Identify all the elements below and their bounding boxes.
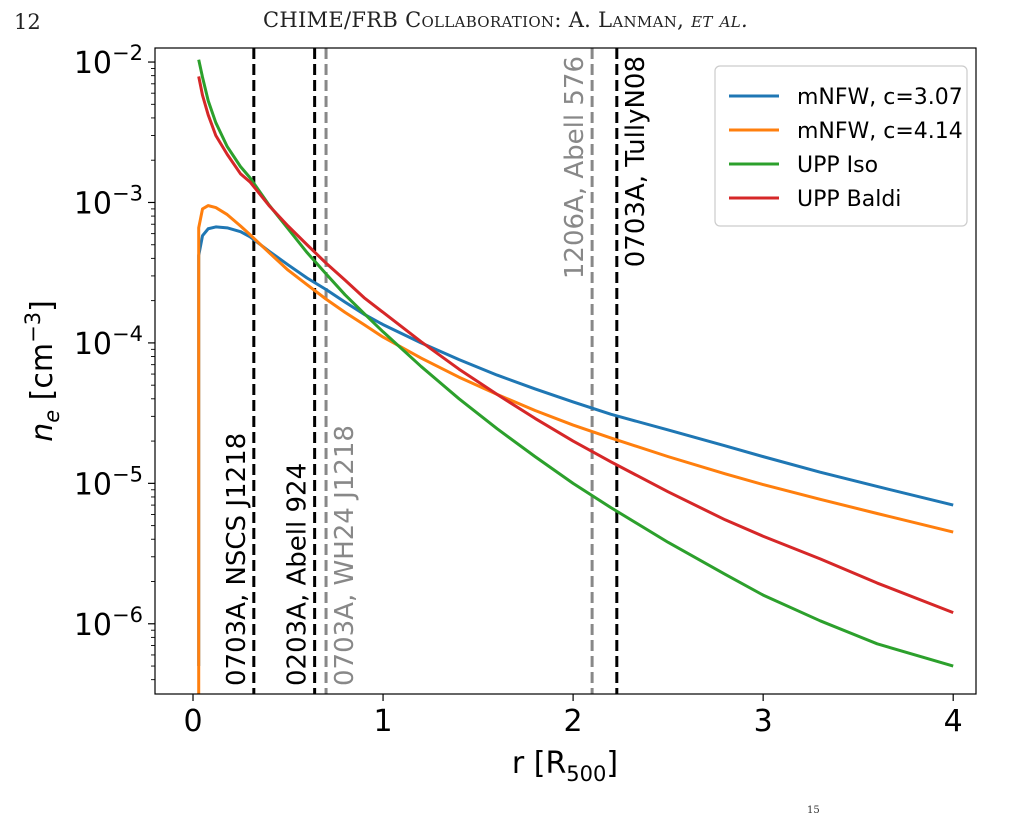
vline-label: 0203A, Abell 924 (283, 463, 313, 686)
y-tick-label: 10−5 (74, 462, 143, 502)
footer-fragment: 15 (807, 805, 820, 816)
x-tick-label: 2 (564, 704, 583, 739)
y-tick-label: 10−2 (74, 41, 143, 81)
y-axis-label: ne [cm−3] (21, 300, 64, 442)
running-head-etal: et al. (691, 8, 748, 32)
series-line (197, 76, 954, 615)
x-tick-label: 4 (944, 704, 963, 739)
series-line (197, 59, 954, 668)
plot-frame (154, 47, 977, 695)
legend-label: mNFW, c=4.14 (797, 119, 963, 144)
y-tick-label: 10−3 (74, 181, 143, 221)
vline-label: 0703A, WH24 J1218 (330, 425, 360, 686)
vline-label: 0703A, NSCS J1218 (222, 433, 252, 686)
legend-label: mNFW, c=3.07 (797, 85, 963, 110)
x-tick-label: 3 (754, 704, 773, 739)
y-tick-label: 10−6 (74, 603, 143, 643)
legend-label: UPP Baldi (797, 187, 901, 212)
x-axis-label-subscript: 500 (566, 762, 606, 786)
legend-label: UPP Iso (797, 153, 878, 178)
series-line (197, 204, 954, 694)
x-tick-label: 1 (374, 704, 393, 739)
vline-label: 0703A, TullyN08 (621, 56, 651, 267)
running-head-authors: CHIME/FRB Collaboration: A. Lanman, (263, 8, 692, 32)
page-number: 12 (14, 10, 41, 34)
vline-label: 1206A, Abell 576 (560, 56, 590, 279)
page-header: 12 CHIME/FRB Collaboration: A. Lanman, e… (0, 0, 1011, 40)
x-tick-label: 0 (183, 704, 202, 739)
x-axis-label: r [R500] (512, 746, 618, 786)
y-tick-label: 10−4 (74, 322, 143, 362)
legend-box (714, 65, 968, 227)
running-head: CHIME/FRB Collaboration: A. Lanman, et a… (0, 8, 1011, 32)
